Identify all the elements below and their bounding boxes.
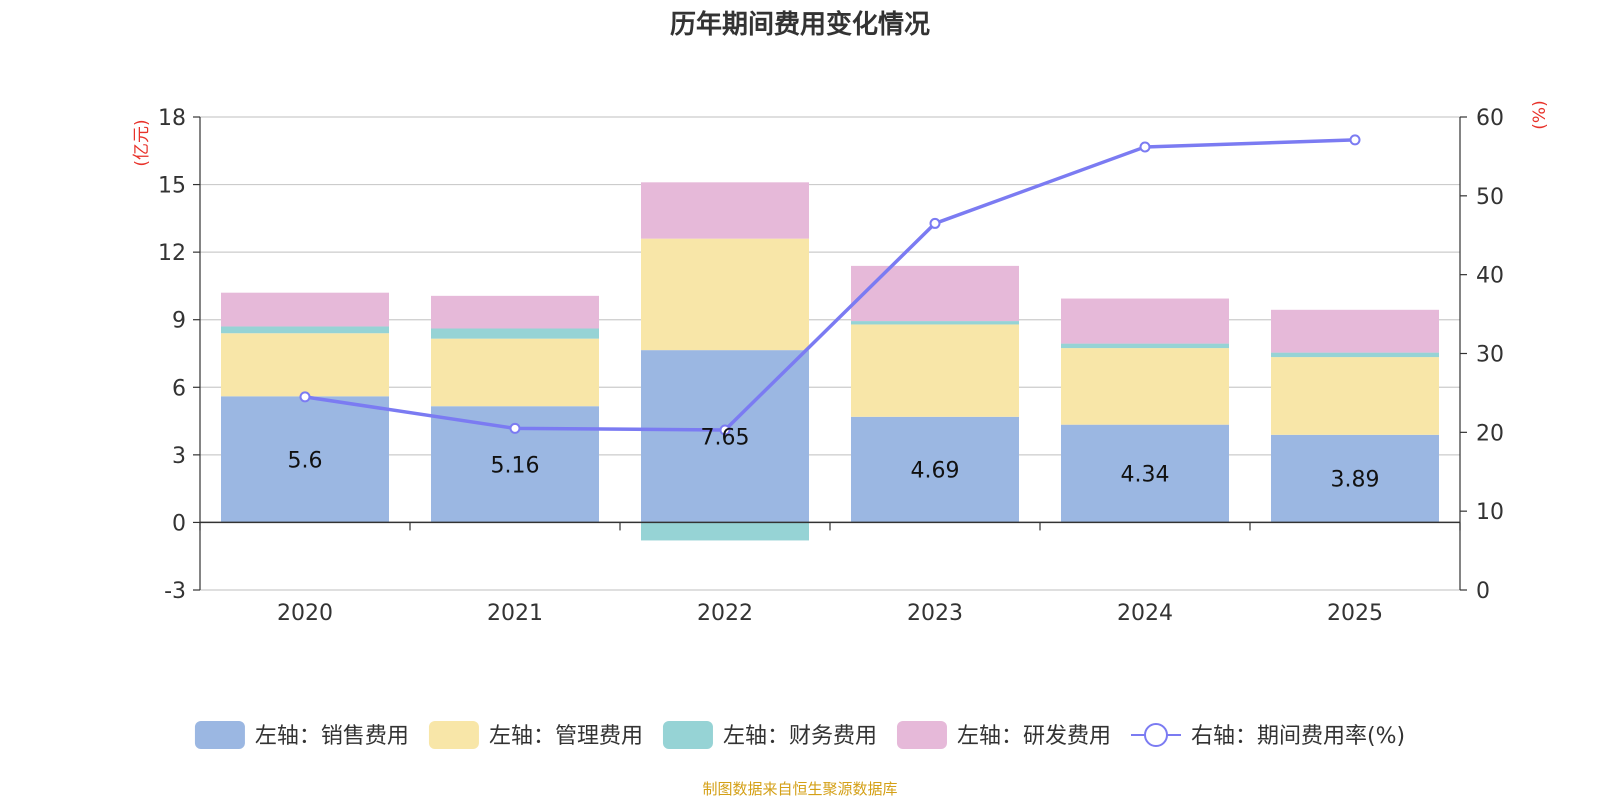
left-tick-label: 6 <box>172 376 186 401</box>
legend[interactable]: 左轴：销售费用 左轴：管理费用 左轴：财务费用 左轴：研发费用 右轴：期间费用率(%) <box>194 721 1405 749</box>
sales-label-2021: 5.16 <box>491 453 540 478</box>
left-tick-label: 9 <box>172 309 186 334</box>
x-tick-label-2020: 2020 <box>277 601 333 626</box>
right-tick-label: 0 <box>1476 579 1490 604</box>
data-labels: 5.6 5.16 7.65 4.69 4.34 3.89 <box>288 425 1380 492</box>
legend-label-admin: 左轴：管理费用 <box>489 724 643 749</box>
rate-point-2020[interactable] <box>299 391 311 403</box>
source-note: 制图数据来自恒生聚源数据库 <box>702 780 898 798</box>
bar-admin-2022[interactable] <box>641 238 809 351</box>
x-tick-label-2024: 2024 <box>1117 601 1173 626</box>
right-tick-label: 40 <box>1476 264 1504 289</box>
right-tick-label: 20 <box>1476 421 1504 446</box>
legend-item-finance[interactable]: 左轴：财务费用 <box>662 721 877 749</box>
rate-point-2022[interactable] <box>719 424 731 436</box>
legend-swatch-marker <box>1143 723 1168 747</box>
bar-rd-2021[interactable] <box>431 295 599 329</box>
legend-item-admin[interactable]: 左轴：管理费用 <box>428 721 643 749</box>
legend-swatch-rd <box>896 721 947 749</box>
rate-point-2024[interactable] <box>1139 141 1151 153</box>
right-tick-label: 50 <box>1476 185 1504 210</box>
sales-label-2024: 4.34 <box>1121 463 1170 488</box>
left-tick-label: 18 <box>158 106 186 131</box>
legend-label-rd: 左轴：研发费用 <box>957 724 1111 749</box>
chart-canvas: -3 0 3 6 9 12 15 18 0 10 20 30 40 50 60 2020 2021 2022 202… <box>132 100 1550 749</box>
right-axis-unit: (%) <box>1530 100 1550 129</box>
rate-line-path <box>304 138 1356 432</box>
bar-admin-2021[interactable] <box>431 338 599 407</box>
right-tick-label: 60 <box>1476 106 1504 131</box>
legend-label-finance: 左轴：财务费用 <box>723 724 877 749</box>
left-tick-label: 15 <box>158 174 186 199</box>
bar-sales-2022[interactable] <box>641 350 809 523</box>
bar-finance-2020[interactable] <box>221 326 389 334</box>
bar-admin-2024[interactable] <box>1061 348 1229 425</box>
bar-admin-2025[interactable] <box>1271 357 1439 435</box>
sales-label-2025: 3.89 <box>1331 468 1380 493</box>
legend-item-sales[interactable]: 左轴：销售费用 <box>194 721 409 749</box>
left-tick-label: 12 <box>158 241 186 266</box>
chart-title: 历年期间费用变化情况 <box>669 10 930 40</box>
bar-rd-2020[interactable] <box>221 292 389 327</box>
bar-rd-2023[interactable] <box>851 265 1019 322</box>
right-tick-label: 30 <box>1476 343 1504 368</box>
sales-label-2023: 4.69 <box>911 459 960 484</box>
rate-point-2025[interactable] <box>1349 134 1361 146</box>
rate-line <box>299 134 1361 436</box>
bar-finance-2025[interactable] <box>1271 352 1439 358</box>
legend-item-rd[interactable]: 左轴：研发费用 <box>896 721 1111 749</box>
bar-finance-2021[interactable] <box>431 328 599 339</box>
bar-sales-2024[interactable] <box>1061 424 1229 523</box>
sales-label-2022: 7.65 <box>701 425 750 450</box>
legend-label-sales: 左轴：销售费用 <box>255 724 409 749</box>
bar-admin-2023[interactable] <box>851 324 1019 417</box>
legend-swatch-admin <box>428 721 479 749</box>
left-tick-label: 3 <box>172 444 186 469</box>
axes: -3 0 3 6 9 12 15 18 0 10 20 30 40 50 60 2020 2021 2022 202… <box>132 100 1550 626</box>
x-tick-label-2022: 2022 <box>697 601 753 626</box>
x-tick-label-2025: 2025 <box>1327 601 1383 626</box>
bar-sales-2025[interactable] <box>1271 434 1439 523</box>
left-tick-label: 0 <box>172 511 186 536</box>
bar-rd-2022[interactable] <box>641 182 809 239</box>
bar-sales-2020[interactable] <box>221 396 389 523</box>
x-tick-label-2021: 2021 <box>487 601 543 626</box>
bar-admin-2020[interactable] <box>221 333 389 397</box>
legend-swatch-sales <box>194 721 245 749</box>
bar-finance-2024[interactable] <box>1061 343 1229 349</box>
x-tick-label-2023: 2023 <box>907 601 963 626</box>
bar-rd-2025[interactable] <box>1271 309 1439 353</box>
bar-sales-2023[interactable] <box>851 416 1019 523</box>
legend-swatch-finance <box>662 721 713 749</box>
rate-point-2023[interactable] <box>929 217 941 229</box>
bar-finance-2022[interactable] <box>641 522 809 541</box>
bars <box>221 182 1439 541</box>
bar-finance-2023[interactable] <box>851 321 1019 325</box>
legend-item-rate[interactable]: 右轴：期间费用率(%) <box>1130 723 1405 749</box>
legend-label-rate: 右轴：期间费用率(%) <box>1191 724 1405 749</box>
right-tick-label: 10 <box>1476 500 1504 525</box>
rate-point-2021[interactable] <box>509 422 521 434</box>
left-tick-label: -3 <box>164 579 186 604</box>
left-axis-unit: (亿元) <box>132 119 152 166</box>
bar-rd-2024[interactable] <box>1061 298 1229 344</box>
sales-label-2020: 5.6 <box>288 448 323 473</box>
